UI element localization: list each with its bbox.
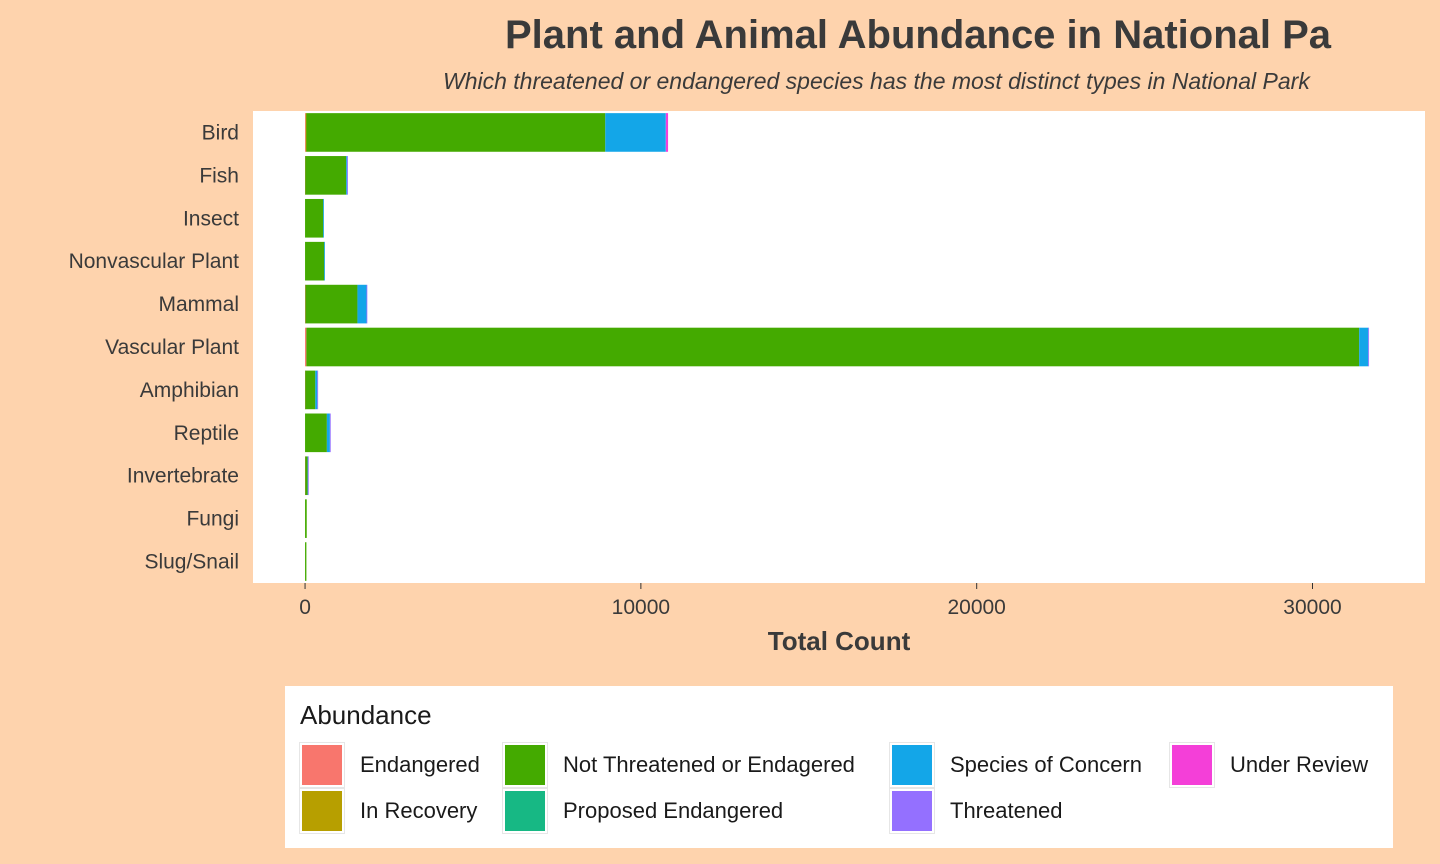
bar-nonvascular-plant-not-threatened-or-endagered bbox=[305, 241, 325, 281]
bar-mammal-threatened bbox=[366, 284, 368, 324]
bar-mammal-species-of-concern bbox=[357, 284, 367, 324]
chart-title: Plant and Animal Abundance in National P… bbox=[505, 13, 1332, 57]
bar-nonvascular-plant-species-of-concern bbox=[324, 241, 325, 281]
y-tick-label: Nonvascular Plant bbox=[69, 250, 240, 273]
bar-bird-in-recovery bbox=[305, 113, 307, 152]
legend-key bbox=[299, 788, 345, 834]
bar-bird-endangered bbox=[305, 113, 306, 152]
bar-invertebrate-not-threatened-or-endagered bbox=[305, 456, 308, 496]
bar-vascular-plant-species-of-concern bbox=[1359, 327, 1369, 367]
bar-fish-not-threatened-or-endagered bbox=[305, 156, 347, 195]
legend-label: Endangered bbox=[360, 752, 480, 777]
x-tick-label: 10000 bbox=[612, 596, 670, 619]
legend-key bbox=[502, 742, 548, 788]
bar-reptile-not-threatened-or-endagered bbox=[305, 413, 327, 453]
x-tick-label: 30000 bbox=[1283, 596, 1341, 619]
legend-label: Species of Concern bbox=[950, 752, 1142, 777]
bar-vascular-plant-not-threatened-or-endagered bbox=[306, 327, 1360, 367]
bars-layer bbox=[305, 113, 1370, 581]
x-axis-title: Total Count bbox=[768, 626, 911, 656]
bar-reptile-threatened bbox=[329, 413, 331, 453]
bar-fungi-not-threatened-or-endagered bbox=[305, 499, 307, 538]
y-tick-label: Fungi bbox=[186, 508, 239, 531]
y-tick-label: Bird bbox=[202, 121, 239, 144]
y-tick-label: Insect bbox=[183, 207, 239, 230]
bar-vascular-plant-threatened bbox=[1368, 327, 1370, 367]
bar-insect-species-of-concern bbox=[323, 198, 324, 238]
bar-reptile-species-of-concern bbox=[326, 413, 330, 453]
legend-label: Under Review bbox=[1230, 752, 1369, 777]
legend-label: Threatened bbox=[950, 798, 1063, 823]
bar-bird-not-threatened-or-endagered bbox=[306, 113, 606, 152]
y-axis-labels: Bird Fish Insect Nonvascular Plant Mammal Vas… bbox=[69, 121, 240, 573]
legend: Abundance Endangered Not Threatened or E… bbox=[285, 686, 1393, 848]
legend-label: Not Threatened or Endagered bbox=[563, 752, 855, 777]
legend-key bbox=[502, 788, 548, 834]
chart-subtitle: Which threatened or endangered species h… bbox=[443, 68, 1311, 94]
bar-mammal-not-threatened-or-endagered bbox=[305, 284, 358, 324]
y-tick-label: Vascular Plant bbox=[105, 336, 239, 359]
y-tick-label: Amphibian bbox=[140, 379, 239, 402]
bar-amphibian-threatened bbox=[317, 370, 319, 410]
legend-title: Abundance bbox=[300, 700, 432, 730]
bar-fish-species-of-concern bbox=[346, 156, 348, 195]
bar-insect-not-threatened-or-endagered bbox=[305, 198, 324, 238]
bar-bird-species-of-concern bbox=[605, 113, 666, 152]
y-tick-label: Slug/Snail bbox=[144, 551, 239, 574]
legend-label: In Recovery bbox=[360, 798, 478, 823]
bar-amphibian-not-threatened-or-endagered bbox=[305, 370, 316, 410]
bar-bird-under-review bbox=[666, 113, 669, 152]
x-tick-label: 20000 bbox=[947, 596, 1005, 619]
bar-invertebrate-threatened bbox=[307, 456, 309, 496]
bar-slug-snail-not-threatened-or-endagered bbox=[305, 542, 307, 581]
y-tick-label: Invertebrate bbox=[127, 465, 239, 488]
y-tick-label: Mammal bbox=[158, 293, 239, 316]
x-tick-label: 0 bbox=[299, 596, 311, 619]
legend-label: Proposed Endangered bbox=[563, 798, 784, 823]
legend-key bbox=[1169, 742, 1215, 788]
y-tick-label: Fish bbox=[199, 164, 239, 187]
legend-key bbox=[299, 742, 345, 788]
legend-key bbox=[889, 742, 935, 788]
bar-vascular-plant-endangered bbox=[305, 327, 307, 367]
bar-amphibian-species-of-concern bbox=[315, 370, 318, 410]
bar-fish-threatened bbox=[347, 156, 348, 195]
x-axis-ticks: 0 10000 20000 30000 bbox=[299, 583, 1342, 619]
legend-key bbox=[889, 788, 935, 834]
y-tick-label: Reptile bbox=[174, 422, 239, 445]
